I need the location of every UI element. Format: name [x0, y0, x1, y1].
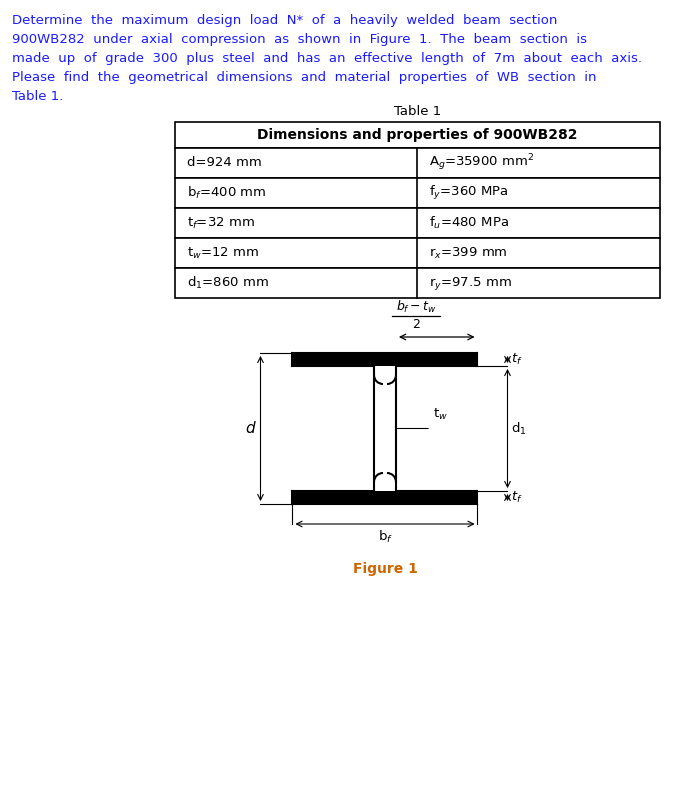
Text: b$_f$=400 mm: b$_f$=400 mm [187, 185, 267, 201]
Bar [374, 366, 396, 491]
Bar [175, 208, 660, 238]
Bar [175, 178, 660, 208]
Text: Please  find  the  geometrical  dimensions  and  material  properties  of  WB  s: Please find the geometrical dimensions a… [12, 71, 596, 84]
Text: f$_u$=480 MPa: f$_u$=480 MPa [430, 215, 509, 231]
Bar [175, 148, 660, 178]
Text: d: d [245, 421, 254, 436]
Bar [292, 491, 477, 504]
Text: 900WB282  under  axial  compression  as  shown  in  Figure  1.  The  beam  secti: 900WB282 under axial compression as show… [12, 33, 587, 46]
Text: Dimensions and properties of 900WB282: Dimensions and properties of 900WB282 [257, 128, 578, 142]
Bar [175, 238, 660, 268]
Text: 2: 2 [413, 318, 420, 331]
Text: made  up  of  grade  300  plus  steel  and  has  an  effective  length  of  7m  : made up of grade 300 plus steel and has … [12, 52, 642, 65]
Text: t$_w$=12 mm: t$_w$=12 mm [187, 246, 259, 260]
Bar [175, 268, 660, 298]
Text: t$_f$: t$_f$ [511, 352, 523, 367]
Text: $r_1$: $r_1$ [388, 487, 414, 505]
Text: t$_f$: t$_f$ [511, 490, 523, 505]
Bar [175, 122, 660, 148]
Text: Figure 1: Figure 1 [352, 562, 417, 576]
Text: $b_f - t_w$: $b_f - t_w$ [396, 299, 437, 315]
Text: A$_g$=35900 mm$^2$: A$_g$=35900 mm$^2$ [430, 153, 534, 173]
Text: d$_1$: d$_1$ [511, 420, 527, 437]
Text: b$_f$: b$_f$ [377, 529, 392, 545]
Text: d$_1$=860 mm: d$_1$=860 mm [187, 275, 269, 291]
Text: r$_y$=97.5 mm: r$_y$=97.5 mm [430, 275, 513, 291]
Text: t$_f$=32 mm: t$_f$=32 mm [187, 216, 255, 231]
Bar [292, 353, 477, 366]
Text: r$_x$=399 mm: r$_x$=399 mm [430, 246, 508, 260]
Text: Table 1.: Table 1. [12, 90, 64, 103]
Text: t$_w$: t$_w$ [433, 408, 448, 423]
Text: f$_y$=360 MPa: f$_y$=360 MPa [430, 184, 509, 202]
Text: d=924 mm: d=924 mm [187, 157, 262, 169]
Text: Table 1: Table 1 [394, 105, 441, 118]
Text: Determine  the  maximum  design  load  N*  of  a  heavily  welded  beam  section: Determine the maximum design load N* of … [12, 14, 558, 27]
